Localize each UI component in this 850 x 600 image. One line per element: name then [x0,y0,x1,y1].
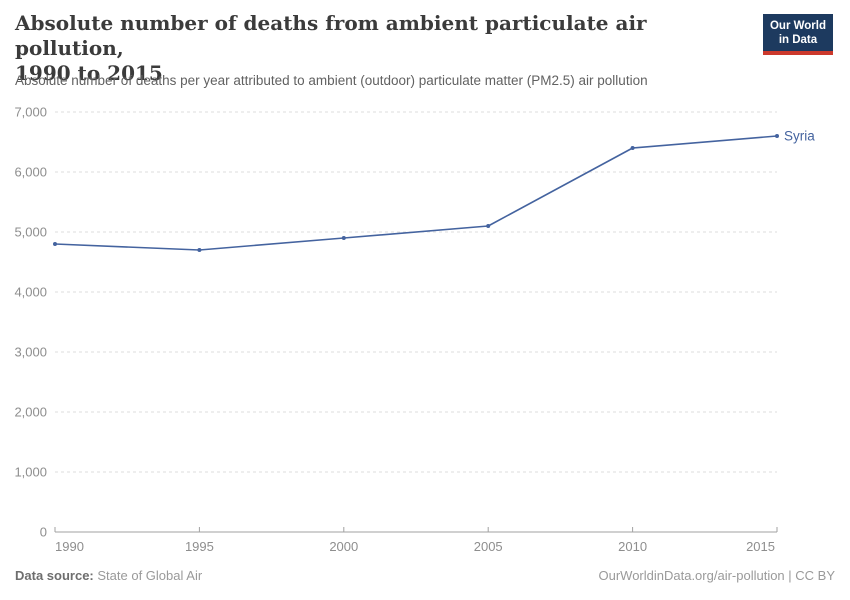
data-point-2000[interactable] [341,236,346,240]
x-axis-tick-label: 1995 [185,539,214,554]
series-end-label[interactable]: Syria [784,129,815,144]
owid-logo[interactable]: Our World in Data [762,14,833,55]
data-point-2015[interactable] [775,134,779,138]
owid-logo-line-2: in Data [778,34,818,46]
x-axis-tick-label: 2010 [618,539,647,554]
data-source-value: State of Global Air [97,568,203,583]
data-point-2010[interactable] [630,146,635,150]
x-axis [54,527,778,533]
y-axis-tick-label: 1,000 [14,465,47,480]
data-source-label: Data source: [15,568,94,583]
data-point-1990[interactable] [53,242,57,246]
series-line-syria[interactable] [54,135,778,251]
chart-title-line-1: Absolute number of deaths from ambient p… [15,11,647,60]
y-axis-tick-label: 3,000 [14,345,47,360]
y-axis-tick-label: 2,000 [14,405,47,420]
chart-subtitle: Absolute number of deaths per year attri… [15,73,648,88]
x-axis-tick-label: 2015 [746,539,775,554]
y-axis-tick-label: 5,000 [14,225,47,240]
data-point-1995[interactable] [197,248,202,252]
y-axis-tick-label: 6,000 [14,165,47,180]
data-source: Data source: State of Global Air [15,568,202,583]
chart-title-line-2: 1990 to 2015 [15,61,163,85]
attribution-license[interactable]: OurWorldinData.org/air-pollution | CC BY [598,568,835,583]
x-axis-tick-label: 2000 [329,539,358,554]
chart-title: Absolute number of deaths from ambient p… [15,11,715,86]
y-axis-tick-label: 7,000 [14,105,47,120]
owid-logo-line-1: Our World [769,20,826,32]
y-axis-tick-label: 0 [40,525,47,540]
data-point-2005[interactable] [486,224,491,228]
x-axis-tick-label: 1990 [55,539,84,554]
y-axis-tick-label: 4,000 [14,285,47,300]
x-axis-tick-label: 2005 [474,539,503,554]
